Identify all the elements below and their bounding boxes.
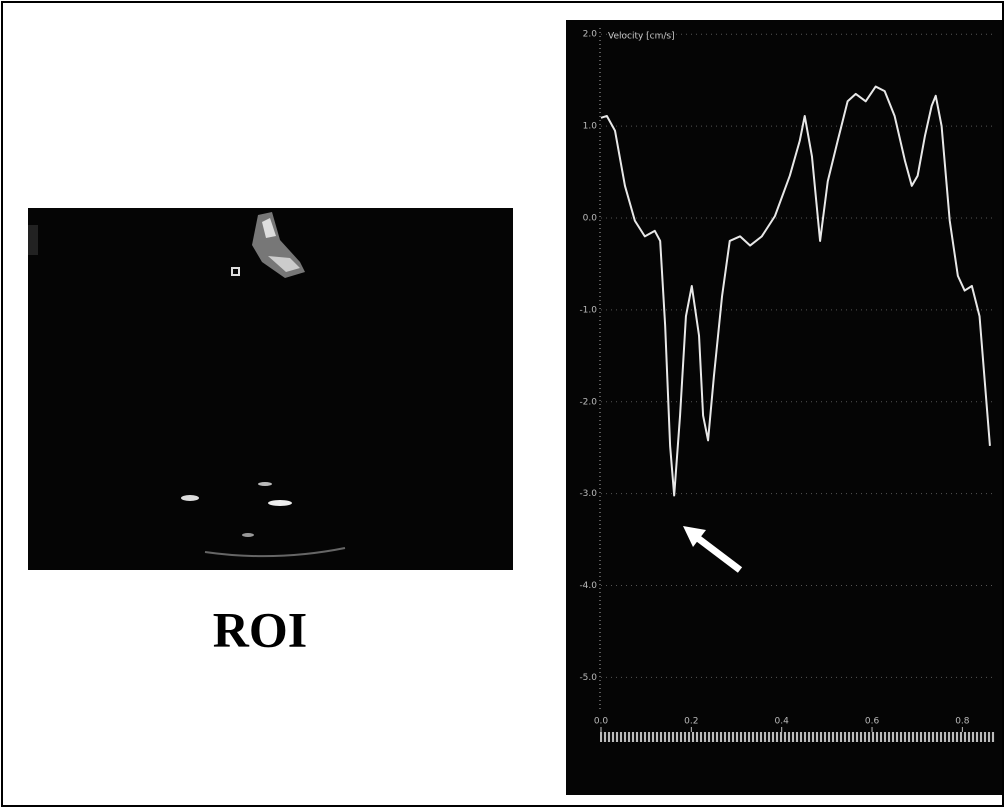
y-tick-label: -4.0 [579, 581, 597, 591]
x-tick-label: 0.4 [775, 717, 790, 727]
y-axis-label: Velocity [cm/s] [608, 32, 675, 42]
y-tick-label: -5.0 [579, 673, 597, 683]
x-tick-label: 0.2 [684, 717, 698, 727]
figure: ROI Velocity [cm/s] 2.0 1.0 0.0 -1.0 -2.0 -3.… [0, 0, 1006, 809]
y-tick-label: -2.0 [579, 397, 597, 407]
y-tick-label: 1.0 [583, 122, 598, 132]
y-tick-label: 0.0 [583, 213, 598, 223]
y-tick-label: 2.0 [583, 30, 598, 40]
y-tick-label: -3.0 [579, 489, 597, 499]
y-tick-label: -1.0 [579, 305, 597, 315]
x-tick-label: 0.0 [594, 717, 609, 727]
ultrasound-image [28, 208, 513, 570]
x-tick-label: 0.6 [865, 717, 880, 727]
roi-label: ROI [213, 601, 307, 657]
x-tick-label: 0.8 [955, 717, 970, 727]
chart-panel: Velocity [cm/s] 2.0 1.0 0.0 -1.0 -2.0 -3.0 -4.… [566, 20, 1002, 795]
